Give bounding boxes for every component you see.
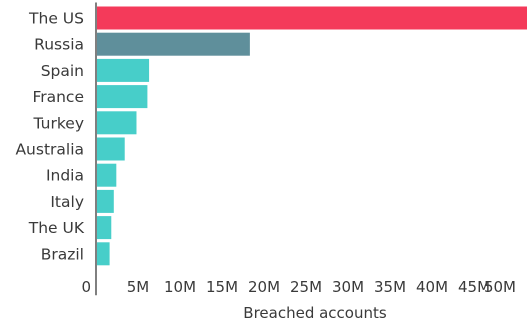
bar-italy [97, 189, 114, 213]
x-tick-label: 15M [206, 278, 238, 296]
bar-turkey [97, 111, 137, 135]
x-axis-title: Breached accounts [243, 304, 387, 322]
x-tick-label: 10M [164, 278, 196, 296]
category-label: India [46, 167, 84, 185]
category-label: Italy [50, 193, 84, 211]
category-label: The US [28, 10, 84, 28]
x-tick-label: 50M [484, 278, 516, 296]
category-label: The UK [28, 219, 85, 237]
x-tick-label: 35M [374, 278, 406, 296]
category-label: Australia [15, 141, 84, 159]
bar-the-us [97, 6, 527, 30]
bar-australia [97, 137, 125, 161]
category-label: France [32, 88, 84, 106]
category-label: Turkey [33, 114, 84, 132]
x-tick-label: 0 [81, 278, 91, 296]
bar-brazil [97, 242, 110, 266]
bar-spain [97, 58, 150, 82]
x-tick-label: 5M [127, 278, 150, 296]
category-labels: The US Russia Spain France Turkey Australia In… [15, 10, 84, 264]
bar-the-uk [97, 216, 112, 240]
x-tick-label: 45M [458, 278, 490, 296]
x-tick-label: 25M [290, 278, 322, 296]
x-tick-label: 30M [332, 278, 364, 296]
bar-india [97, 163, 117, 187]
bar-russia [97, 32, 250, 56]
bar-france [97, 85, 148, 109]
bars-group [97, 6, 527, 266]
category-label: Brazil [41, 245, 84, 263]
x-tick-label: 40M [416, 278, 448, 296]
x-tick-label: 20M [248, 278, 280, 296]
category-label: Russia [34, 36, 84, 54]
category-label: Spain [41, 62, 84, 80]
